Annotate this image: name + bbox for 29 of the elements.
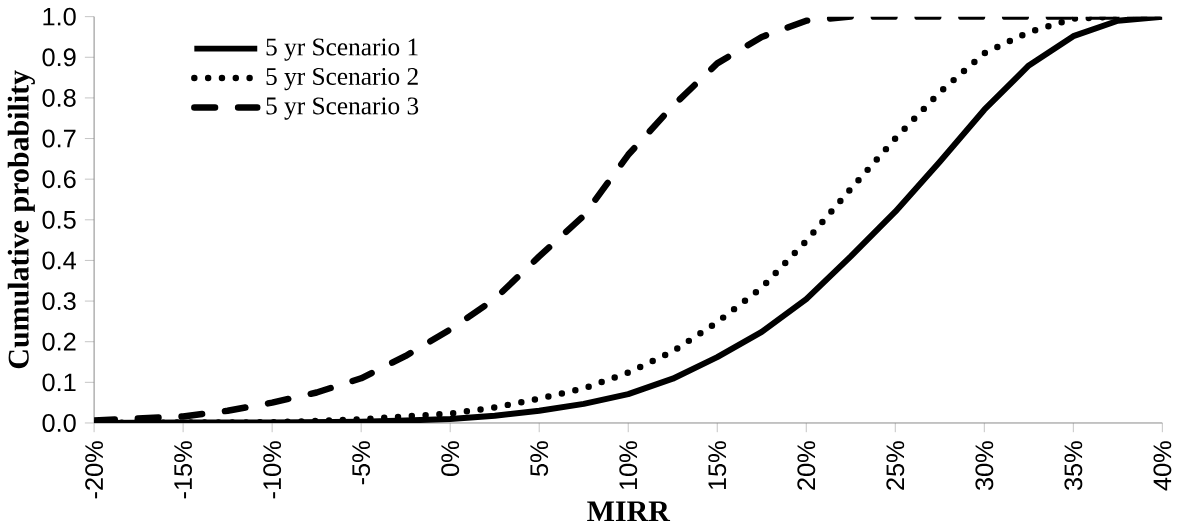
- y-tick-label: 0.9: [42, 48, 76, 67]
- y-tick-label: 0.1: [42, 373, 76, 392]
- x-tick-label: 20%: [797, 441, 816, 490]
- y-tick-label: 0.5: [42, 210, 76, 229]
- x-tick-label: 15%: [708, 441, 727, 490]
- x-tick-label: -10%: [263, 441, 282, 499]
- legend-label: 5 yr Scenario 3: [266, 97, 419, 120]
- y-tick-label: 0.0: [42, 414, 76, 433]
- x-tick-label: 25%: [886, 441, 905, 490]
- legend-label: 5 yr Scenario 1: [266, 38, 418, 61]
- legend-label: 5 yr Scenario 2: [266, 68, 418, 91]
- y-tick-label: 0.8: [42, 89, 76, 108]
- y-tick-label: 0.3: [42, 292, 76, 311]
- x-tick-label: 40%: [1153, 441, 1172, 491]
- x-tick-label: -15%: [174, 441, 193, 499]
- x-axis-title: MIRR: [587, 501, 671, 522]
- x-tick-label: -5%: [352, 441, 371, 485]
- y-tick-label: 0.4: [42, 251, 76, 270]
- y-tick-label: 0.6: [42, 170, 76, 189]
- x-tick-label: 35%: [1064, 441, 1083, 491]
- y-tick-label: 1.0: [43, 7, 76, 26]
- y-tick-label: 0.7: [42, 129, 76, 148]
- x-tick-label: -20%: [85, 441, 104, 499]
- x-tick-label: 0%: [441, 441, 460, 477]
- y-tick-label: 0.2: [42, 332, 76, 351]
- x-tick-label: 30%: [975, 441, 994, 491]
- x-tick-label: 5%: [530, 441, 549, 477]
- x-tick-label: 10%: [619, 441, 638, 490]
- y-axis-title: Cumulative probability: [7, 70, 35, 369]
